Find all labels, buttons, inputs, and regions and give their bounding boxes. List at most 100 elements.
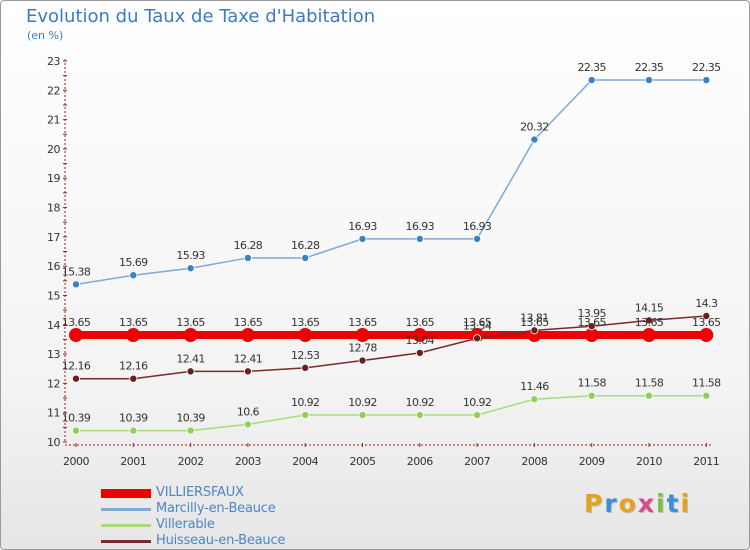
data-point-villerable (702, 391, 711, 400)
data-point-villerable (473, 411, 482, 420)
data-label-huisseau-en-beauce: 12.41 (176, 352, 205, 365)
y-tick-label: 19 (47, 172, 60, 185)
logo-letter: t (666, 489, 681, 518)
data-label-marcilly-en-beauce: 20.32 (520, 121, 549, 134)
data-label-villerable: 10.39 (176, 412, 205, 425)
data-label-marcilly-en-beauce: 16.93 (463, 220, 492, 233)
x-tick-label: 2011 (693, 455, 719, 468)
data-point-huisseau-en-beauce (358, 356, 367, 365)
data-label-huisseau-en-beauce: 12.16 (62, 360, 91, 373)
data-label-villerable: 10.6 (237, 405, 260, 418)
y-tick-label: 13 (47, 348, 60, 361)
data-point-villerable (530, 395, 539, 404)
data-label-villiersfaux: 13.65 (119, 316, 148, 329)
data-label-marcilly-en-beauce: 15.69 (119, 256, 148, 269)
data-label-huisseau-en-beauce: 13.54 (463, 319, 492, 332)
data-point-marcilly-en-beauce (645, 76, 654, 85)
data-label-marcilly-en-beauce: 22.35 (577, 61, 606, 74)
data-point-villerable (129, 426, 138, 435)
data-point-villerable (415, 411, 424, 420)
data-label-villiersfaux: 13.65 (348, 316, 377, 329)
data-label-villiersfaux: 13.65 (692, 316, 721, 329)
data-point-villerable (587, 391, 596, 400)
series-line-huisseau-en-beauce (76, 315, 707, 380)
data-point-marcilly-en-beauce (530, 135, 539, 144)
y-tick-label: 12 (47, 377, 60, 390)
logo-letter: o (618, 489, 638, 518)
x-tick-label: 2001 (120, 455, 146, 468)
data-label-villerable: 10.92 (291, 396, 320, 409)
data-label-huisseau-en-beauce: 13.95 (577, 307, 606, 320)
data-label-villiersfaux: 13.65 (520, 316, 549, 329)
x-tick-label: 2006 (407, 455, 433, 468)
series-line-villerable (76, 394, 707, 432)
data-point-huisseau-en-beauce (702, 311, 711, 320)
y-tick-label: 16 (47, 260, 60, 273)
data-label-marcilly-en-beauce: 16.28 (234, 239, 263, 252)
data-point-villiersfaux (642, 328, 656, 343)
x-tick-label: 2009 (579, 455, 605, 468)
data-point-villerable (645, 391, 654, 400)
data-label-marcilly-en-beauce: 16.93 (406, 220, 435, 233)
data-label-huisseau-en-beauce: 12.41 (234, 352, 263, 365)
data-label-huisseau-en-beauce: 14.15 (635, 301, 664, 314)
data-label-villerable: 10.92 (348, 396, 377, 409)
legend-label: Marcilly-en-Beauce (156, 501, 276, 516)
y-tick-label: 22 (47, 84, 60, 97)
legend-label: Villerable (156, 517, 215, 532)
data-point-marcilly-en-beauce (243, 253, 252, 262)
logo-letter: x (637, 489, 656, 518)
data-point-villiersfaux (298, 328, 313, 343)
data-label-huisseau-en-beauce: 14.3 (695, 297, 718, 310)
data-point-huisseau-en-beauce (186, 367, 195, 376)
data-point-villiersfaux (126, 328, 141, 343)
data-label-marcilly-en-beauce: 22.35 (635, 61, 664, 74)
data-label-huisseau-en-beauce: 12.78 (348, 342, 377, 355)
series-line-marcilly-en-beauce (75, 79, 707, 286)
y-tick-label: 20 (47, 143, 60, 156)
data-label-villiersfaux: 13.65 (577, 316, 606, 329)
x-tick-label: 2004 (292, 455, 318, 468)
data-label-huisseau-en-beauce: 13.81 (520, 311, 549, 324)
data-label-villerable: 11.58 (692, 377, 721, 390)
data-label-marcilly-en-beauce: 16.28 (291, 239, 320, 252)
data-point-villiersfaux (240, 328, 255, 343)
data-label-huisseau-en-beauce: 13.04 (406, 334, 435, 347)
data-point-huisseau-en-beauce (301, 363, 310, 372)
y-tick-label: 11 (47, 407, 60, 420)
data-point-villiersfaux (412, 328, 427, 343)
data-label-villiersfaux: 13.65 (291, 316, 320, 329)
data-label-villerable: 11.58 (635, 377, 664, 390)
data-label-villiersfaux: 13.65 (176, 316, 205, 329)
data-point-villerable (72, 426, 81, 435)
data-point-marcilly-en-beauce (473, 234, 482, 243)
logo-letter: i (656, 489, 667, 518)
data-point-villerable (358, 411, 367, 420)
x-tick-label: 2008 (521, 455, 547, 468)
data-point-marcilly-en-beauce (702, 76, 711, 85)
legend-swatch (101, 489, 151, 498)
data-label-villiersfaux: 13.65 (406, 316, 435, 329)
data-label-villerable: 10.92 (406, 396, 435, 409)
data-point-huisseau-en-beauce (530, 326, 539, 335)
x-tick-label: 2007 (464, 455, 490, 468)
y-tick-label: 17 (47, 231, 60, 244)
data-point-huisseau-en-beauce (645, 316, 654, 325)
data-point-marcilly-en-beauce (587, 76, 596, 85)
data-label-villerable: 10.39 (62, 412, 91, 425)
y-tick-label: 23 (47, 55, 60, 68)
legend-swatch (101, 508, 151, 511)
data-label-villiersfaux: 13.65 (463, 316, 492, 329)
data-point-villiersfaux (69, 328, 83, 343)
y-tick-label: 10 (47, 436, 60, 449)
data-label-marcilly-en-beauce: 22.35 (692, 61, 721, 74)
data-point-villerable (301, 411, 310, 420)
data-point-villiersfaux (355, 328, 370, 343)
data-label-marcilly-en-beauce: 15.93 (176, 249, 205, 262)
chart-title: Evolution du Taux de Taxe d'Habitation (26, 6, 376, 27)
x-tick-label: 2010 (636, 455, 662, 468)
data-point-villiersfaux (699, 328, 714, 343)
data-point-marcilly-en-beauce (72, 280, 81, 289)
data-point-huisseau-en-beauce (415, 348, 424, 357)
